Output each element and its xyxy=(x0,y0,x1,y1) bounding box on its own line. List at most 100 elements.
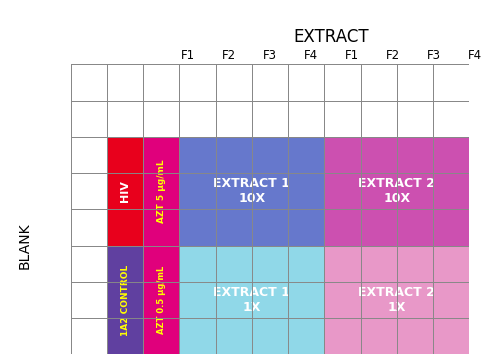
Text: AZT 5 μg/mL: AZT 5 μg/mL xyxy=(157,160,166,223)
Bar xyxy=(70,173,107,209)
Bar xyxy=(360,318,397,354)
Bar xyxy=(107,318,143,354)
Bar xyxy=(252,173,288,209)
Bar xyxy=(397,173,433,209)
Bar xyxy=(397,137,433,173)
Text: F4: F4 xyxy=(304,49,318,62)
Bar xyxy=(180,246,216,282)
Bar xyxy=(180,173,216,209)
Bar xyxy=(216,64,252,101)
Bar xyxy=(70,64,107,101)
Text: F3: F3 xyxy=(263,49,277,62)
Bar xyxy=(433,137,470,173)
Text: EXTRACT 1
10X: EXTRACT 1 10X xyxy=(214,177,290,205)
Text: EXTRACT 2
10X: EXTRACT 2 10X xyxy=(358,177,436,205)
Bar xyxy=(324,282,360,318)
Bar xyxy=(216,137,252,173)
Bar xyxy=(216,318,252,354)
Bar xyxy=(107,246,143,354)
Text: F1: F1 xyxy=(181,49,195,62)
Bar xyxy=(107,64,143,101)
Text: F4: F4 xyxy=(468,49,481,62)
Bar xyxy=(360,101,397,137)
Bar xyxy=(324,137,360,173)
Bar xyxy=(252,318,288,354)
Bar xyxy=(180,137,324,246)
Bar xyxy=(180,246,324,354)
Bar xyxy=(70,318,107,354)
Bar xyxy=(288,101,325,137)
Bar xyxy=(324,101,360,137)
Bar xyxy=(324,209,360,246)
Bar xyxy=(107,246,143,282)
Bar xyxy=(360,282,397,318)
Text: F1: F1 xyxy=(345,49,359,62)
Bar xyxy=(360,64,397,101)
Bar xyxy=(143,137,180,173)
Bar xyxy=(70,209,107,246)
Bar xyxy=(433,246,470,282)
Text: EXTRACT: EXTRACT xyxy=(294,28,369,46)
Bar xyxy=(360,137,397,173)
Bar xyxy=(288,137,325,173)
Bar xyxy=(324,318,360,354)
Bar xyxy=(397,246,433,282)
Bar xyxy=(216,173,252,209)
Bar xyxy=(288,246,325,282)
Bar xyxy=(433,282,470,318)
Bar xyxy=(397,282,433,318)
Text: F2: F2 xyxy=(222,49,236,62)
Bar xyxy=(288,318,325,354)
Text: EXTRACT 1
1X: EXTRACT 1 1X xyxy=(214,286,290,314)
Bar xyxy=(107,137,143,173)
Bar xyxy=(180,64,216,101)
Bar xyxy=(252,101,288,137)
Bar xyxy=(107,209,143,246)
Bar xyxy=(433,173,470,209)
Bar xyxy=(107,137,143,246)
Bar xyxy=(180,209,216,246)
Bar xyxy=(70,246,107,282)
Bar xyxy=(433,64,470,101)
Bar xyxy=(143,173,180,209)
Bar xyxy=(216,209,252,246)
Bar xyxy=(397,64,433,101)
Bar xyxy=(324,246,360,282)
Bar xyxy=(216,246,252,282)
Bar xyxy=(252,209,288,246)
Bar xyxy=(107,173,143,209)
Bar xyxy=(433,101,470,137)
Bar xyxy=(107,282,143,318)
Bar xyxy=(70,282,107,318)
Bar xyxy=(216,282,252,318)
Bar xyxy=(143,209,180,246)
Bar xyxy=(252,137,288,173)
Text: HIV: HIV xyxy=(120,180,130,202)
Bar xyxy=(360,209,397,246)
Bar xyxy=(360,246,397,282)
Bar xyxy=(288,209,325,246)
Bar xyxy=(180,282,216,318)
Bar xyxy=(70,101,107,137)
Text: AZT 0.5 μg/mL: AZT 0.5 μg/mL xyxy=(157,266,166,334)
Bar xyxy=(288,282,325,318)
Bar xyxy=(433,318,470,354)
Bar xyxy=(180,318,216,354)
Bar xyxy=(324,137,470,246)
Bar xyxy=(70,137,107,173)
Bar xyxy=(180,137,216,173)
Bar xyxy=(397,318,433,354)
Bar xyxy=(324,173,360,209)
Bar xyxy=(143,101,180,137)
Text: BLANK: BLANK xyxy=(18,222,32,269)
Bar xyxy=(324,246,470,354)
Bar xyxy=(252,64,288,101)
Text: EXTRACT 2
1X: EXTRACT 2 1X xyxy=(358,286,436,314)
Bar xyxy=(216,101,252,137)
Bar xyxy=(252,282,288,318)
Bar xyxy=(107,101,143,137)
Bar xyxy=(180,101,216,137)
Bar xyxy=(143,246,180,354)
Bar xyxy=(433,209,470,246)
Bar xyxy=(143,318,180,354)
